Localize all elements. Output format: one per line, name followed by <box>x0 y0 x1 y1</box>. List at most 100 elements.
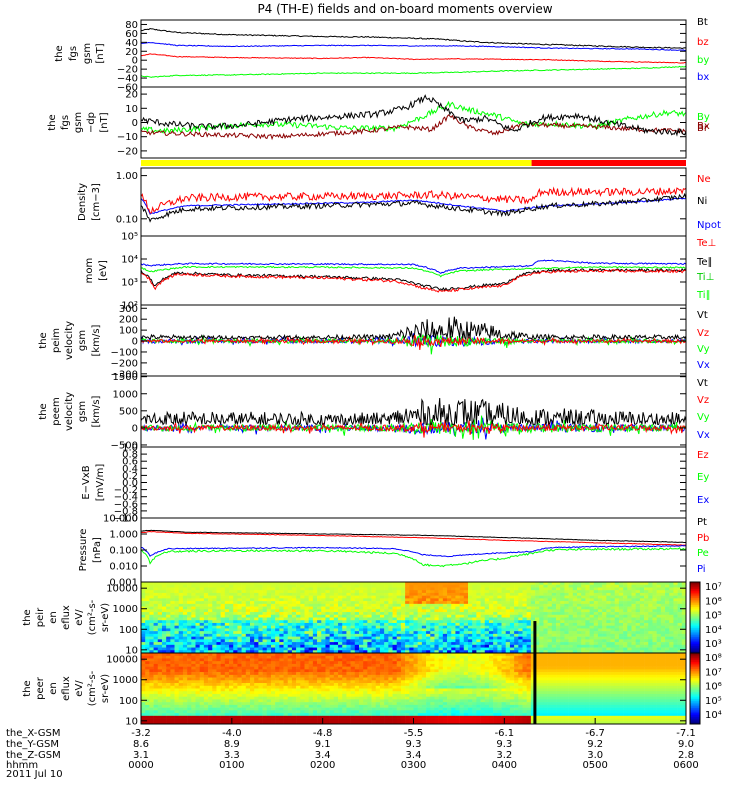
spectrogram-cell <box>681 631 687 635</box>
spectrogram-cell <box>233 699 238 703</box>
spectrogram-cell <box>291 653 297 657</box>
spectrogram-cell <box>304 647 309 651</box>
spectrogram-cell <box>161 707 167 711</box>
spectrogram-cell <box>237 663 242 667</box>
spectrogram-cell <box>237 661 242 665</box>
spectrogram-cell <box>447 647 452 651</box>
spectrogram-cell <box>585 622 590 626</box>
spectrogram-cell <box>233 587 238 591</box>
spectrogram-cell <box>195 633 200 637</box>
spectrogram-cell <box>308 669 314 673</box>
spectrogram-cell <box>237 647 242 651</box>
spectrogram-cell <box>245 666 251 670</box>
spectrogram-cell <box>241 680 247 684</box>
spectrogram-cell <box>602 636 607 640</box>
spectrogram-cell <box>518 628 523 632</box>
spectrogram-cell <box>245 612 251 616</box>
spectrogram-cell <box>220 625 226 629</box>
spectrogram-cell <box>174 612 180 616</box>
spectrogram-cell <box>329 696 335 700</box>
spectrogram-cell <box>426 650 431 654</box>
spectrogram-cell <box>472 606 477 610</box>
spectrogram-cell <box>338 653 343 657</box>
spectrogram-cell <box>426 647 431 651</box>
spectrogram-cell <box>300 582 305 586</box>
spectrogram-cell <box>157 582 163 586</box>
spectrogram-cell <box>258 710 263 714</box>
spectrogram-cell <box>560 612 565 616</box>
spectrogram-cell <box>468 647 473 651</box>
spectrogram-cell <box>317 625 322 629</box>
spectrogram-cell <box>597 650 603 654</box>
spectrogram-cell <box>300 666 305 670</box>
spectrogram-cell <box>405 642 410 646</box>
spectrogram-cell <box>535 622 540 626</box>
spectrogram-cell <box>463 592 469 596</box>
spectrogram-cell <box>442 636 448 640</box>
spectrogram-cell <box>270 639 276 643</box>
spectrogram-cell <box>363 631 368 635</box>
spectrogram-cell <box>623 647 628 651</box>
spectrogram-cell <box>614 636 620 640</box>
spectrogram-cell <box>681 612 687 616</box>
spectrogram-cell <box>614 582 620 586</box>
spectrogram-cell <box>480 642 486 646</box>
spectrogram-cell <box>233 685 238 689</box>
spectrogram-cell <box>262 702 268 706</box>
spectrogram-cell <box>342 707 347 711</box>
spectrogram-cell <box>317 663 322 667</box>
spectrogram-cell <box>266 661 272 665</box>
spectrogram-cell <box>229 590 234 594</box>
spectrogram-cell <box>308 642 314 646</box>
series-fgs-gsm-bx <box>140 41 687 52</box>
spectrogram-cell <box>216 661 221 665</box>
y-tick-label: 10⁴ <box>121 255 138 266</box>
spectrogram-cell <box>363 606 368 610</box>
spectrogram-cell <box>656 614 662 618</box>
spectrogram-cell <box>216 584 221 588</box>
spectrogram-cell <box>656 622 662 626</box>
spectrogram-cell <box>191 685 196 689</box>
spectrogram-cell <box>417 644 423 648</box>
spectrogram-cell <box>614 587 620 591</box>
y-tick-label: 0.010 <box>109 562 138 573</box>
spectrogram-cell <box>346 693 351 697</box>
spectrogram-cell <box>572 622 578 626</box>
colorbar-step <box>690 628 700 631</box>
spectrogram-cell <box>308 713 314 717</box>
spectrogram-cell <box>161 663 167 667</box>
spectrogram-cell <box>346 715 351 719</box>
spectrogram-cell <box>430 592 435 596</box>
spectrogram-cell <box>421 647 427 651</box>
spectrogram-cell <box>279 713 284 717</box>
spectrogram-cell <box>312 699 318 703</box>
spectrogram-cell <box>325 620 330 624</box>
spectrogram-cell <box>187 590 192 594</box>
spectrogram-cell <box>342 612 347 616</box>
spectrogram-cell <box>182 680 188 684</box>
spectrogram-cell <box>338 609 343 613</box>
spectrogram-cell <box>660 631 666 635</box>
spectrogram-cell <box>270 655 276 659</box>
spectrogram-cell <box>421 592 427 596</box>
spectrogram-cell <box>551 598 557 602</box>
spectrogram-cell <box>266 691 272 695</box>
spectrogram-cell <box>472 612 477 616</box>
spectrogram-cell <box>275 617 280 621</box>
spectrogram-cell <box>673 582 678 586</box>
spectrogram-cell <box>254 603 259 607</box>
spectrogram-cell <box>166 644 171 648</box>
spectrogram-cell <box>644 606 649 610</box>
spectrogram-cell <box>488 603 494 607</box>
spectrogram-cell <box>488 622 494 626</box>
spectrogram-cell <box>329 625 335 629</box>
spectrogram-cell <box>258 704 263 708</box>
spectrogram-cell <box>178 631 184 635</box>
spectrogram-cell <box>564 628 569 632</box>
spectrogram-cell <box>560 584 565 588</box>
spectrogram-cell <box>208 622 213 626</box>
spectrogram-cell <box>623 650 628 654</box>
spectrogram-cell <box>296 677 301 681</box>
spectrogram-cell <box>468 603 473 607</box>
